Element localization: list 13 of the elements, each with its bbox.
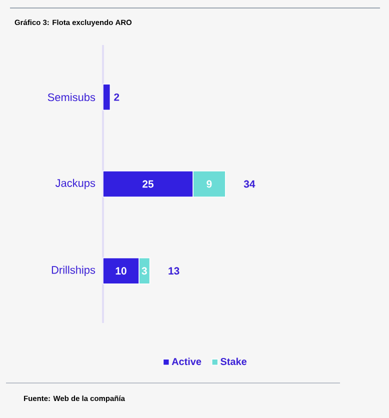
data-label: 25 xyxy=(142,180,154,188)
data-label: 2 xyxy=(114,93,120,101)
data-label: 10 xyxy=(116,267,126,275)
y-tick-label: Drillships xyxy=(52,266,96,276)
y-tick-label: Jackups xyxy=(55,178,96,190)
bar xyxy=(102,84,111,111)
legend-label: Stake xyxy=(220,358,247,366)
legend-label: Active xyxy=(172,358,202,366)
total-label: 34 xyxy=(244,180,256,188)
data-label: 9 xyxy=(206,180,212,188)
y-tick-label: Semisubs xyxy=(48,93,96,102)
total-label: 13 xyxy=(168,267,180,275)
data-label: 3 xyxy=(142,267,147,275)
